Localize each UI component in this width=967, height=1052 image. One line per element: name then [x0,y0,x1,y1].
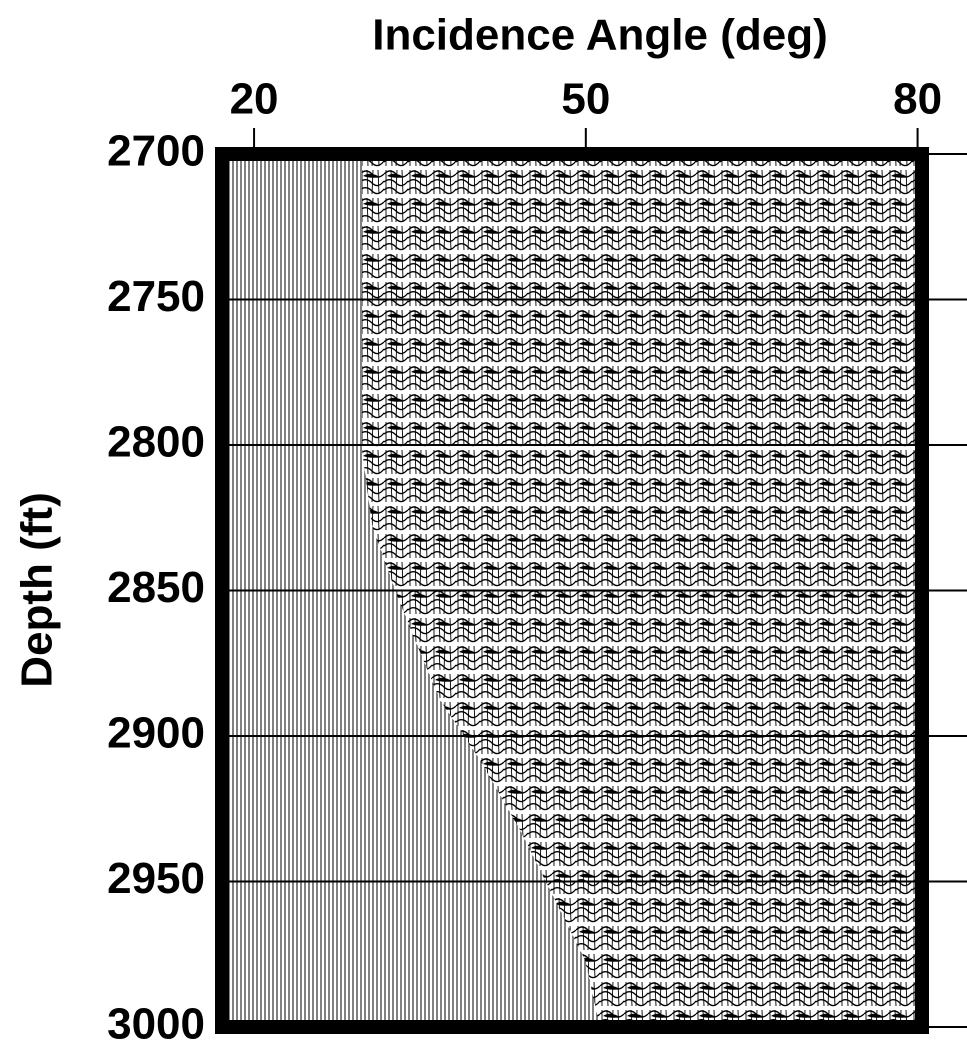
y-tick-label: 2950 [107,854,205,903]
y-tick-label: 3000 [107,1000,205,1049]
y-tick-label: 2900 [107,709,205,758]
x-tick-label: 20 [230,75,279,124]
y-tick-label: 2700 [107,127,205,176]
x-tick-label: 50 [561,75,610,124]
y-axis-title: Depth (ft) [13,492,62,688]
y-tick-label: 2800 [107,418,205,467]
y-tick-label: 2750 [107,272,205,321]
y-tick-label: 2850 [107,563,205,612]
x-axis-title: Incidence Angle (deg) [372,11,828,60]
x-tick-label: 80 [893,75,942,124]
